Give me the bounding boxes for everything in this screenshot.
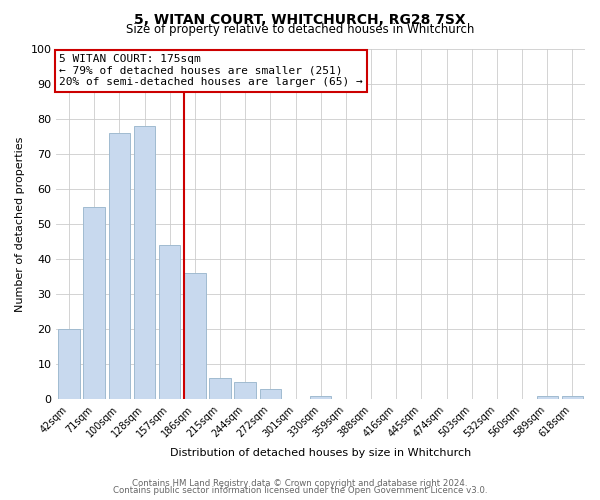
Bar [184, 273, 206, 400]
Bar [109, 133, 130, 400]
Text: 5 WITAN COURT: 175sqm
← 79% of detached houses are smaller (251)
20% of semi-det: 5 WITAN COURT: 175sqm ← 79% of detached … [59, 54, 363, 88]
Bar [58, 329, 80, 400]
Bar [260, 389, 281, 400]
Bar [159, 245, 181, 400]
Bar [562, 396, 583, 400]
Y-axis label: Number of detached properties: Number of detached properties [15, 136, 25, 312]
Text: 5, WITAN COURT, WHITCHURCH, RG28 7SX: 5, WITAN COURT, WHITCHURCH, RG28 7SX [134, 12, 466, 26]
Text: Contains public sector information licensed under the Open Government Licence v3: Contains public sector information licen… [113, 486, 487, 495]
Bar [536, 396, 558, 400]
Text: Contains HM Land Registry data © Crown copyright and database right 2024.: Contains HM Land Registry data © Crown c… [132, 478, 468, 488]
Bar [209, 378, 231, 400]
Bar [83, 206, 105, 400]
X-axis label: Distribution of detached houses by size in Whitchurch: Distribution of detached houses by size … [170, 448, 472, 458]
Text: Size of property relative to detached houses in Whitchurch: Size of property relative to detached ho… [126, 22, 474, 36]
Bar [310, 396, 331, 400]
Bar [134, 126, 155, 400]
Bar [235, 382, 256, 400]
